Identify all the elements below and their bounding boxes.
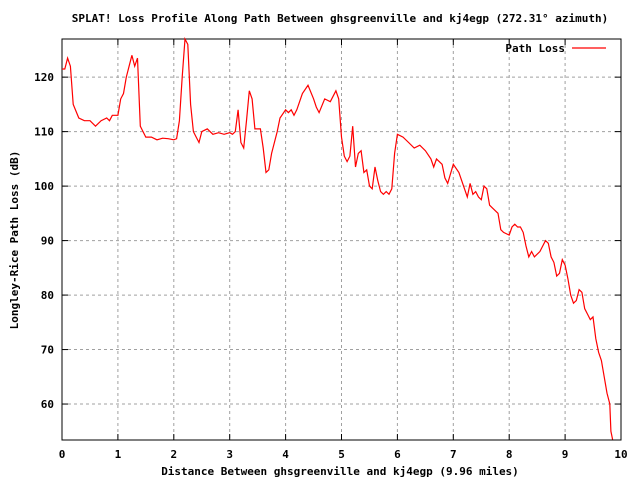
plot-frame [61, 38, 622, 441]
x-axis-label: Distance Between ghsgreenville and kj4eg… [161, 465, 519, 478]
x-tick-label: 10 [614, 448, 627, 461]
legend-label: Path Loss [505, 42, 565, 55]
x-tick-label: 5 [338, 448, 345, 461]
y-tick-label: 60 [41, 398, 54, 411]
y-tick-label: 90 [41, 235, 54, 248]
x-tick-label: 2 [170, 448, 177, 461]
x-tick-label: 7 [450, 448, 457, 461]
y-axis-label: Longley-Rice Path Loss (dB) [8, 151, 21, 330]
y-tick-label: 120 [34, 71, 54, 84]
y-tick-label: 110 [34, 126, 54, 139]
y-tick-label: 70 [41, 344, 54, 357]
series-line-path-loss [62, 36, 614, 440]
x-tick-label: 8 [506, 448, 513, 461]
x-tick-label: 3 [226, 448, 233, 461]
x-tick-label: 0 [59, 448, 66, 461]
chart-title: SPLAT! Loss Profile Along Path Between g… [72, 12, 608, 25]
grid [62, 39, 621, 440]
x-tick-label: 4 [282, 448, 289, 461]
x-tick-label: 9 [562, 448, 569, 461]
x-tick-label: 1 [115, 448, 122, 461]
x-tick-label: 6 [394, 448, 401, 461]
y-tick-label: 100 [34, 180, 54, 193]
y-tick-label: 80 [41, 289, 54, 302]
ticks: 0 1 2 3 4 5 6 7 8 9 10 60 70 80 90 100 110 120 [34, 39, 628, 461]
